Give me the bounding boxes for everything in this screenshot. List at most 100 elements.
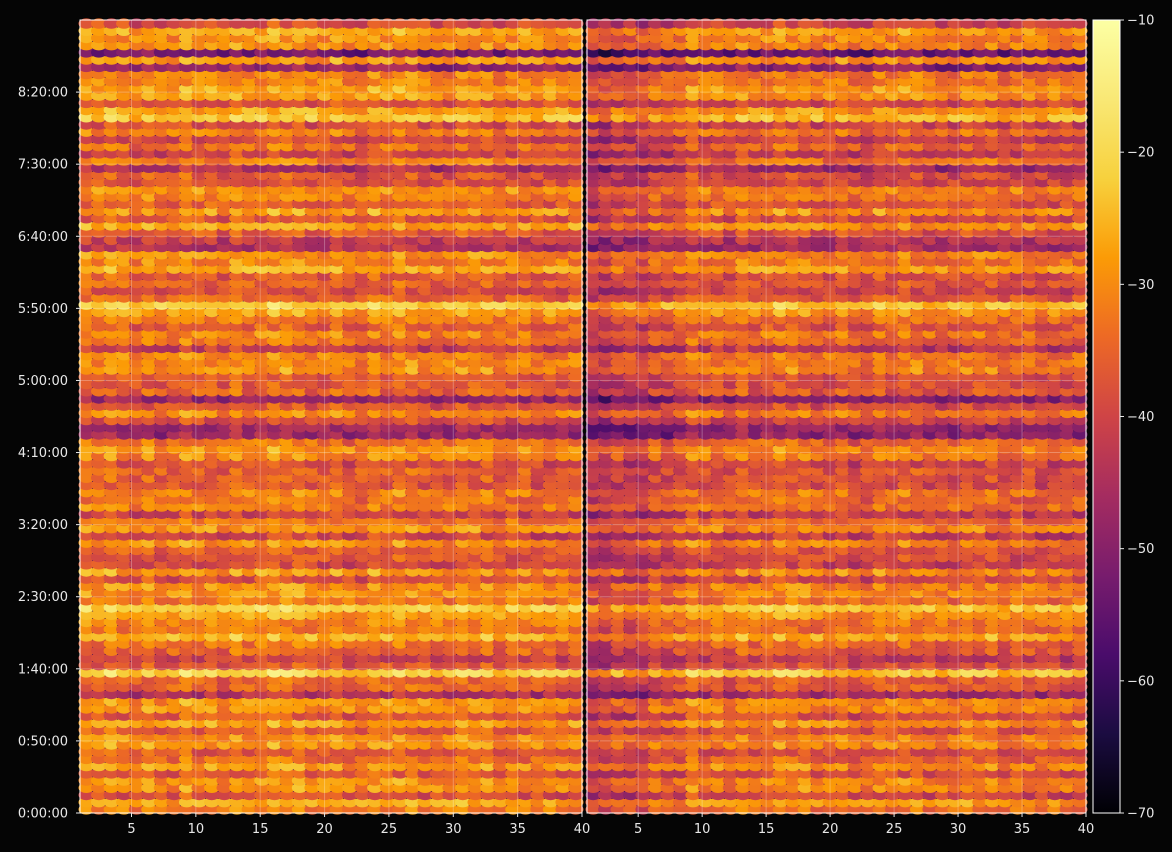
- heatmap-cell: [480, 652, 496, 664]
- heatmap-cell: [191, 739, 207, 750]
- heatmap-cell: [480, 710, 496, 721]
- heatmap-cell: [91, 703, 107, 714]
- heatmap-cell: [178, 789, 195, 801]
- heatmap-cell: [530, 739, 546, 750]
- heatmap-cell: [254, 667, 270, 678]
- heatmap-cell: [455, 804, 471, 815]
- heatmap-cell: [530, 724, 546, 736]
- heatmap-cell: [392, 696, 408, 707]
- heatmap-cell: [367, 775, 383, 786]
- heatmap-cell: [266, 717, 283, 729]
- heatmap-cell: [379, 667, 396, 678]
- heatmap-cell: [367, 660, 383, 671]
- heatmap-cell: [530, 681, 546, 692]
- heatmap-cell: [505, 724, 521, 736]
- heatmap-cell: [467, 797, 484, 808]
- heatmap-cell: [128, 710, 145, 721]
- heatmap-cell: [455, 717, 471, 729]
- heatmap-cell: [429, 746, 446, 757]
- heatmap-cell: [254, 775, 270, 786]
- heatmap-cell: [304, 739, 321, 750]
- heatmap-cell: [567, 631, 584, 642]
- heatmap-cell: [367, 703, 383, 714]
- heatmap-cell: [316, 768, 333, 779]
- heatmap-cell: [316, 681, 333, 692]
- heatmap-cell: [78, 696, 95, 707]
- heatmap-cell: [141, 688, 157, 700]
- heatmap-cell: [429, 652, 446, 664]
- heatmap-cell: [254, 768, 270, 779]
- heatmap-cell: [392, 782, 408, 793]
- heatmap-cell: [153, 760, 170, 772]
- heatmap-cell: [517, 638, 534, 649]
- heatmap-cell: [530, 753, 546, 765]
- heatmap-cell: [116, 624, 132, 635]
- heatmap-cell: [567, 710, 584, 721]
- heatmap-cell: [91, 681, 107, 692]
- heatmap-cell: [128, 797, 145, 808]
- heatmap-cell: [216, 631, 233, 642]
- heatmap-cell: [530, 797, 546, 808]
- heatmap-cell: [480, 667, 496, 678]
- heatmap-cell: [241, 739, 258, 750]
- heatmap-cell: [78, 674, 95, 685]
- heatmap-cell: [367, 624, 383, 635]
- heatmap-cell: [116, 775, 132, 786]
- heatmap-cell: [567, 746, 584, 757]
- heatmap-cell: [141, 660, 157, 671]
- heatmap-cell: [505, 645, 521, 656]
- heatmap-cell: [555, 696, 571, 707]
- heatmap-cell: [542, 789, 559, 801]
- heatmap-cell: [442, 681, 459, 692]
- heatmap-cell: [178, 660, 195, 671]
- heatmap-cell: [404, 775, 421, 786]
- heatmap-cell: [191, 760, 207, 772]
- heatmap-cell: [216, 717, 233, 729]
- heatmap-cell: [567, 789, 584, 801]
- heatmap-cell: [442, 804, 459, 815]
- heatmap-cell: [567, 652, 584, 664]
- heatmap-cell: [216, 789, 233, 801]
- heatmap-cell: [229, 645, 245, 656]
- heatmap-cell: [542, 696, 559, 707]
- heatmap-cell: [316, 631, 333, 642]
- heatmap-cell: [480, 789, 496, 801]
- heatmap-cell: [342, 768, 358, 779]
- heatmap-cell: [178, 797, 195, 808]
- heatmap-cell: [429, 631, 446, 642]
- heatmap-cell: [266, 674, 283, 685]
- heatmap-cell: [342, 652, 358, 664]
- heatmap-cell: [505, 681, 521, 692]
- heatmap-cell: [166, 760, 182, 772]
- heatmap-cell: [103, 688, 120, 700]
- heatmap-cell: [379, 681, 396, 692]
- heatmap-cell: [530, 775, 546, 786]
- heatmap-cell: [342, 782, 358, 793]
- heatmap-cell: [204, 681, 220, 692]
- heatmap-cell: [141, 710, 157, 721]
- heatmap-cell: [467, 681, 484, 692]
- heatmap-cell: [279, 717, 295, 729]
- heatmap-cell: [166, 674, 182, 685]
- heatmap-cell: [455, 732, 471, 743]
- heatmap-cell: [467, 638, 484, 649]
- heatmap-cell: [254, 696, 270, 707]
- heatmap-cell: [216, 688, 233, 700]
- heatmap-cell: [291, 703, 308, 714]
- heatmap-cell: [492, 667, 509, 678]
- heatmap-cell: [291, 739, 308, 750]
- heatmap-cell: [128, 638, 145, 649]
- heatmap-cell: [455, 775, 471, 786]
- heatmap-cell: [542, 660, 559, 671]
- heatmap-cell: [392, 667, 408, 678]
- heatmap-cell: [116, 739, 132, 750]
- heatmap-cell: [392, 674, 408, 685]
- heatmap-cell: [480, 660, 496, 671]
- heatmap-cell: [555, 804, 571, 815]
- heatmap-cell: [229, 768, 245, 779]
- heatmap-cell: [429, 760, 446, 772]
- heatmap-cell: [78, 717, 95, 729]
- heatmap-cell: [442, 760, 459, 772]
- heatmap-cell: [492, 696, 509, 707]
- heatmap-cell: [291, 696, 308, 707]
